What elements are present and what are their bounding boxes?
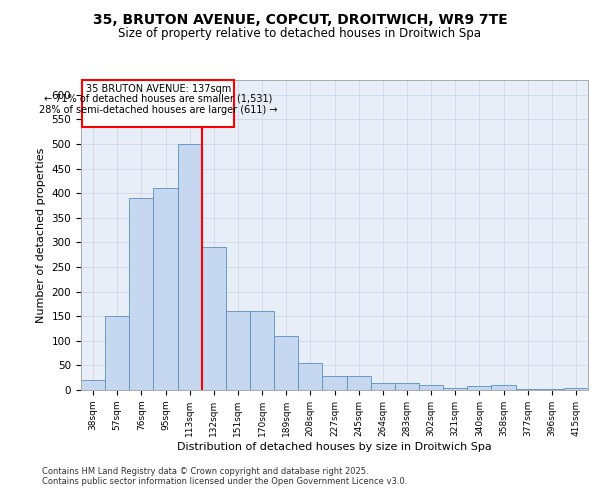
Bar <box>540 389 564 390</box>
Bar <box>202 248 226 390</box>
Bar <box>371 382 395 390</box>
Text: 28% of semi-detached houses are larger (611) →: 28% of semi-detached houses are larger (… <box>39 104 278 115</box>
Text: Size of property relative to detached houses in Droitwich Spa: Size of property relative to detached ho… <box>119 28 482 40</box>
Bar <box>491 385 515 390</box>
Y-axis label: Number of detached properties: Number of detached properties <box>36 148 46 322</box>
Bar <box>154 188 178 390</box>
Bar <box>395 382 419 390</box>
Bar <box>226 312 250 390</box>
Bar <box>419 385 443 390</box>
Bar <box>178 144 202 390</box>
X-axis label: Distribution of detached houses by size in Droitwich Spa: Distribution of detached houses by size … <box>177 442 492 452</box>
Bar <box>81 380 105 390</box>
Text: ← 71% of detached houses are smaller (1,531): ← 71% of detached houses are smaller (1,… <box>44 94 272 104</box>
Bar <box>347 376 371 390</box>
Bar <box>443 388 467 390</box>
Text: Contains public sector information licensed under the Open Government Licence v3: Contains public sector information licen… <box>42 477 407 486</box>
Bar <box>515 389 540 390</box>
Text: 35 BRUTON AVENUE: 137sqm: 35 BRUTON AVENUE: 137sqm <box>86 84 231 94</box>
Bar <box>564 388 588 390</box>
Bar <box>250 312 274 390</box>
Bar <box>298 363 322 390</box>
Bar <box>274 336 298 390</box>
Bar <box>129 198 154 390</box>
Text: 35, BRUTON AVENUE, COPCUT, DROITWICH, WR9 7TE: 35, BRUTON AVENUE, COPCUT, DROITWICH, WR… <box>92 12 508 26</box>
Text: Contains HM Land Registry data © Crown copyright and database right 2025.: Contains HM Land Registry data © Crown c… <box>42 467 368 476</box>
Bar <box>105 316 129 390</box>
FancyBboxPatch shape <box>82 80 235 126</box>
Bar <box>467 386 491 390</box>
Bar <box>322 376 347 390</box>
